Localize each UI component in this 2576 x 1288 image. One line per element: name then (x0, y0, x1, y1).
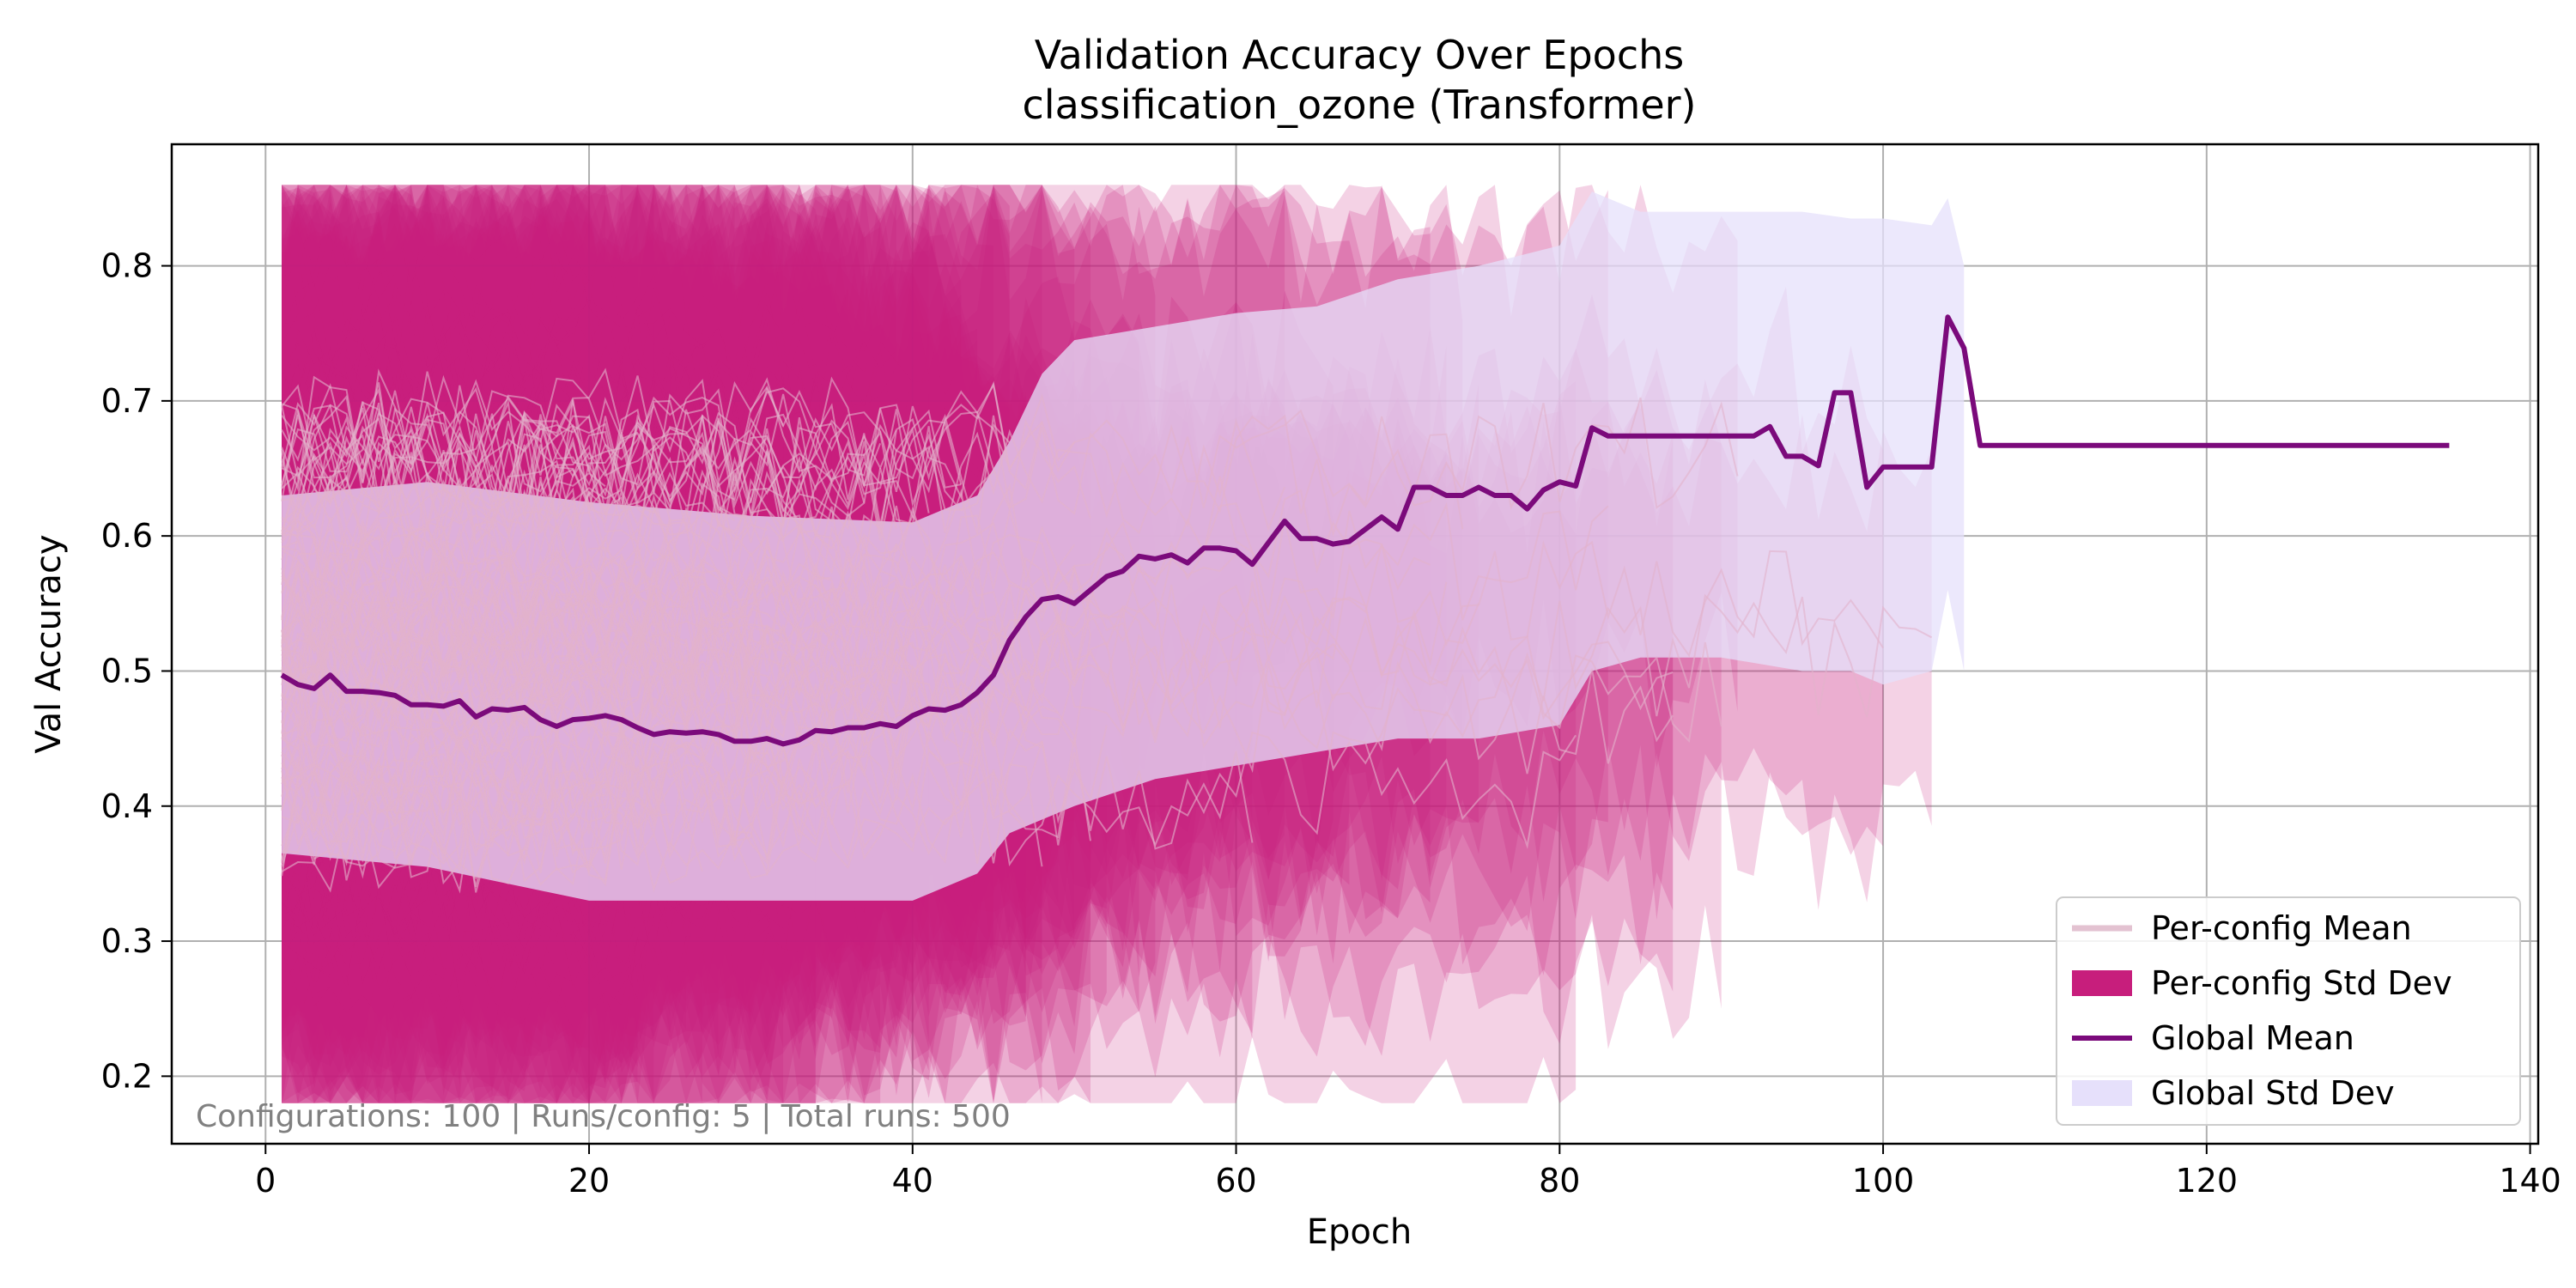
plot-frame (170, 143, 2540, 1145)
per-config-mean-line (281, 559, 817, 677)
per-config-mean-line (281, 501, 1609, 624)
per-config-mean-line (281, 398, 1091, 520)
plot-area (280, 185, 2450, 1103)
y-tick-label: 0.2 (101, 1057, 153, 1095)
per-config-mean-line (281, 772, 817, 894)
per-config-mean-line (281, 578, 897, 686)
per-config-mean-line (281, 591, 687, 704)
per-config-mean-line (281, 617, 1060, 737)
x-tick-label: 0 (255, 1162, 276, 1200)
per-config-mean-line (281, 742, 1254, 867)
y-tick-label: 0.7 (101, 382, 153, 420)
per-config-mean-line (281, 469, 1431, 595)
y-tick-label: 0.8 (101, 247, 153, 285)
x-tick-label: 140 (2499, 1162, 2561, 1200)
per-config-mean-line (281, 477, 832, 594)
per-config-mean-line (281, 626, 769, 743)
legend-label: Global Mean (2151, 1019, 2354, 1057)
per-config-mean-line (281, 720, 800, 836)
legend-label: Global Std Dev (2151, 1074, 2395, 1112)
per-config-mean-line (281, 379, 1076, 494)
legend-box (2056, 896, 2521, 1126)
axis-ticks: 0 20 40 60 80 100 120 140 0.2 0.3 0.4 0.5 0.6 0.7 0.8 (101, 247, 2561, 1200)
x-tick-label: 80 (1539, 1162, 1580, 1200)
x-tick-label: 20 (568, 1162, 610, 1200)
per-config-mean-line (281, 740, 866, 862)
x-tick-label: 40 (892, 1162, 933, 1200)
per-config-mean-line (281, 628, 1722, 754)
legend: Per-config Mean Per-config Std Dev Global … (2056, 896, 2521, 1126)
per-config-mean-line (281, 726, 817, 848)
per-config-mean-line (281, 700, 930, 823)
summary-annotation: Configurations: 100 | Runs/config: 5 | T… (196, 1099, 1011, 1134)
per-config-mean-line (281, 565, 1334, 687)
per-config-mean-line (281, 392, 1739, 510)
per-config-mean-line (281, 446, 655, 566)
y-axis-label: Val Accuracy (29, 534, 69, 753)
chart-title: Validation Accuracy Over Epochs (1035, 32, 1684, 78)
per-config-mean-line (281, 374, 963, 487)
per-config-mean-line (281, 608, 978, 735)
per-config-mean-line (281, 683, 1076, 808)
x-tick-label: 120 (2176, 1162, 2239, 1200)
per-config-mean-line (281, 767, 881, 888)
legend-patch-swatch (2072, 970, 2132, 996)
per-config-mean-line (281, 617, 1674, 738)
per-config-mean-line (281, 553, 930, 659)
legend-label: Per-config Mean (2151, 909, 2412, 947)
per-config-mean-line (281, 440, 655, 551)
y-tick-label: 0.6 (101, 517, 153, 555)
per-config-mean-line (281, 506, 1076, 633)
x-axis-label: Epoch (1307, 1212, 1412, 1252)
per-config-mean-line (281, 756, 703, 872)
y-tick-label: 0.3 (101, 922, 153, 960)
legend-label: Per-config Std Dev (2151, 964, 2452, 1002)
per-config-mean-line (281, 645, 914, 754)
legend-patch-swatch (2072, 1080, 2132, 1106)
global-mean-line (280, 314, 2450, 747)
per-config-mean-line (281, 540, 558, 651)
per-config-mean-line (281, 504, 1011, 625)
y-tick-label: 0.5 (101, 652, 153, 690)
x-tick-label: 60 (1215, 1162, 1256, 1200)
per-config-mean-line (281, 763, 1043, 877)
per-config-mean-line (281, 412, 833, 538)
per-config-mean-line (281, 526, 897, 638)
chart-subtitle: classification_ozone (Transformer) (1023, 82, 1697, 128)
x-tick-label: 100 (1852, 1162, 1915, 1200)
y-tick-label: 0.4 (101, 787, 153, 825)
per-config-mean-line (281, 401, 882, 523)
